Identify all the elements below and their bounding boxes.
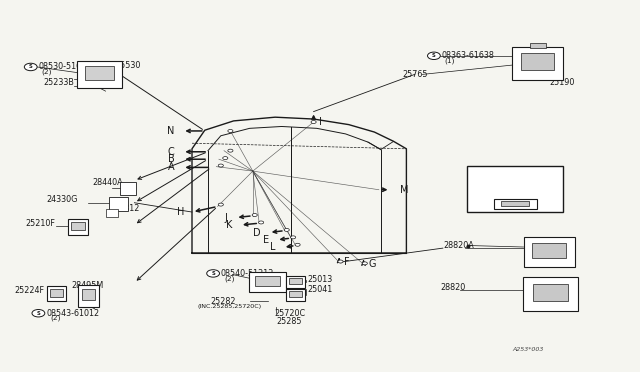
Text: G: G <box>369 259 376 269</box>
Bar <box>77 61 122 88</box>
Text: 08540-51212: 08540-51212 <box>221 269 274 278</box>
Bar <box>255 276 280 286</box>
Text: H: H <box>177 207 184 217</box>
Circle shape <box>428 52 440 60</box>
Text: USA: USA <box>505 169 525 179</box>
Text: 08543-61012: 08543-61012 <box>46 309 99 318</box>
Bar <box>68 219 88 235</box>
Text: (1): (1) <box>445 57 455 64</box>
Text: (2): (2) <box>50 315 60 321</box>
Text: 25190: 25190 <box>549 78 575 87</box>
Text: S: S <box>29 64 33 70</box>
Text: J: J <box>225 213 228 222</box>
Bar <box>289 291 302 297</box>
Text: 28440A: 28440A <box>93 178 124 187</box>
Bar <box>82 289 95 300</box>
Circle shape <box>218 164 223 167</box>
Text: F: F <box>344 257 350 267</box>
Text: A253*003: A253*003 <box>512 347 543 352</box>
Text: S: S <box>432 53 436 58</box>
Bar <box>84 66 114 80</box>
Text: 08363-61638: 08363-61638 <box>442 51 495 60</box>
Bar <box>467 166 563 212</box>
Text: M: M <box>400 185 408 195</box>
Text: 25285: 25285 <box>276 317 302 326</box>
Bar <box>289 278 302 284</box>
Circle shape <box>291 236 296 239</box>
Bar <box>286 276 305 288</box>
Text: L: L <box>269 243 275 252</box>
Bar <box>286 289 305 301</box>
Bar <box>524 277 578 311</box>
Bar <box>521 53 554 70</box>
Bar <box>524 237 575 267</box>
Circle shape <box>228 149 233 152</box>
Text: 28495M: 28495M <box>72 281 104 290</box>
Bar <box>106 209 118 217</box>
Text: 24330G: 24330G <box>46 195 77 203</box>
Text: 25224F: 25224F <box>14 286 44 295</box>
Text: I: I <box>319 117 321 127</box>
Text: S: S <box>36 311 40 316</box>
Circle shape <box>207 270 220 277</box>
Circle shape <box>259 221 264 224</box>
Text: 25765: 25765 <box>402 70 428 79</box>
Bar <box>78 285 99 307</box>
Text: N: N <box>167 126 175 136</box>
Text: (2): (2) <box>42 68 52 75</box>
Text: 25720C: 25720C <box>274 309 305 318</box>
Bar <box>493 199 537 209</box>
Text: 08530-51642: 08530-51642 <box>38 62 92 71</box>
Bar <box>249 272 286 292</box>
Text: 25210F: 25210F <box>26 219 56 228</box>
Text: C: C <box>168 147 175 157</box>
Circle shape <box>362 262 367 265</box>
Text: D: D <box>253 228 261 237</box>
Bar <box>532 283 568 301</box>
Circle shape <box>218 203 223 206</box>
Bar <box>47 286 66 301</box>
Text: A: A <box>168 163 175 172</box>
Circle shape <box>24 63 37 71</box>
Bar <box>501 201 529 206</box>
Bar <box>532 243 566 258</box>
Bar <box>120 183 136 196</box>
Circle shape <box>32 310 45 317</box>
Bar <box>72 222 84 230</box>
Bar <box>50 289 63 297</box>
Text: 25041: 25041 <box>307 285 332 294</box>
Text: S: S <box>211 271 215 276</box>
Bar <box>530 43 545 48</box>
Circle shape <box>311 121 316 124</box>
Text: 29812: 29812 <box>114 204 140 213</box>
Text: 25530: 25530 <box>115 61 141 70</box>
Text: 25013: 25013 <box>307 275 332 284</box>
Text: 25260J: 25260J <box>499 183 532 193</box>
Text: E: E <box>262 235 269 245</box>
Text: K: K <box>226 220 232 230</box>
Bar <box>512 46 563 80</box>
Text: 25282: 25282 <box>210 297 236 306</box>
Circle shape <box>228 129 233 132</box>
Circle shape <box>252 214 257 217</box>
Bar <box>109 197 128 211</box>
Circle shape <box>338 260 343 263</box>
Text: (2): (2) <box>224 275 234 282</box>
Text: 25233B: 25233B <box>44 78 74 87</box>
Circle shape <box>295 243 300 246</box>
Circle shape <box>284 228 289 231</box>
Text: (INC.25285,25720C): (INC.25285,25720C) <box>197 304 261 310</box>
Text: B: B <box>168 154 175 164</box>
Text: 28820: 28820 <box>440 283 465 292</box>
Text: 28820A: 28820A <box>443 241 474 250</box>
Circle shape <box>223 157 228 160</box>
